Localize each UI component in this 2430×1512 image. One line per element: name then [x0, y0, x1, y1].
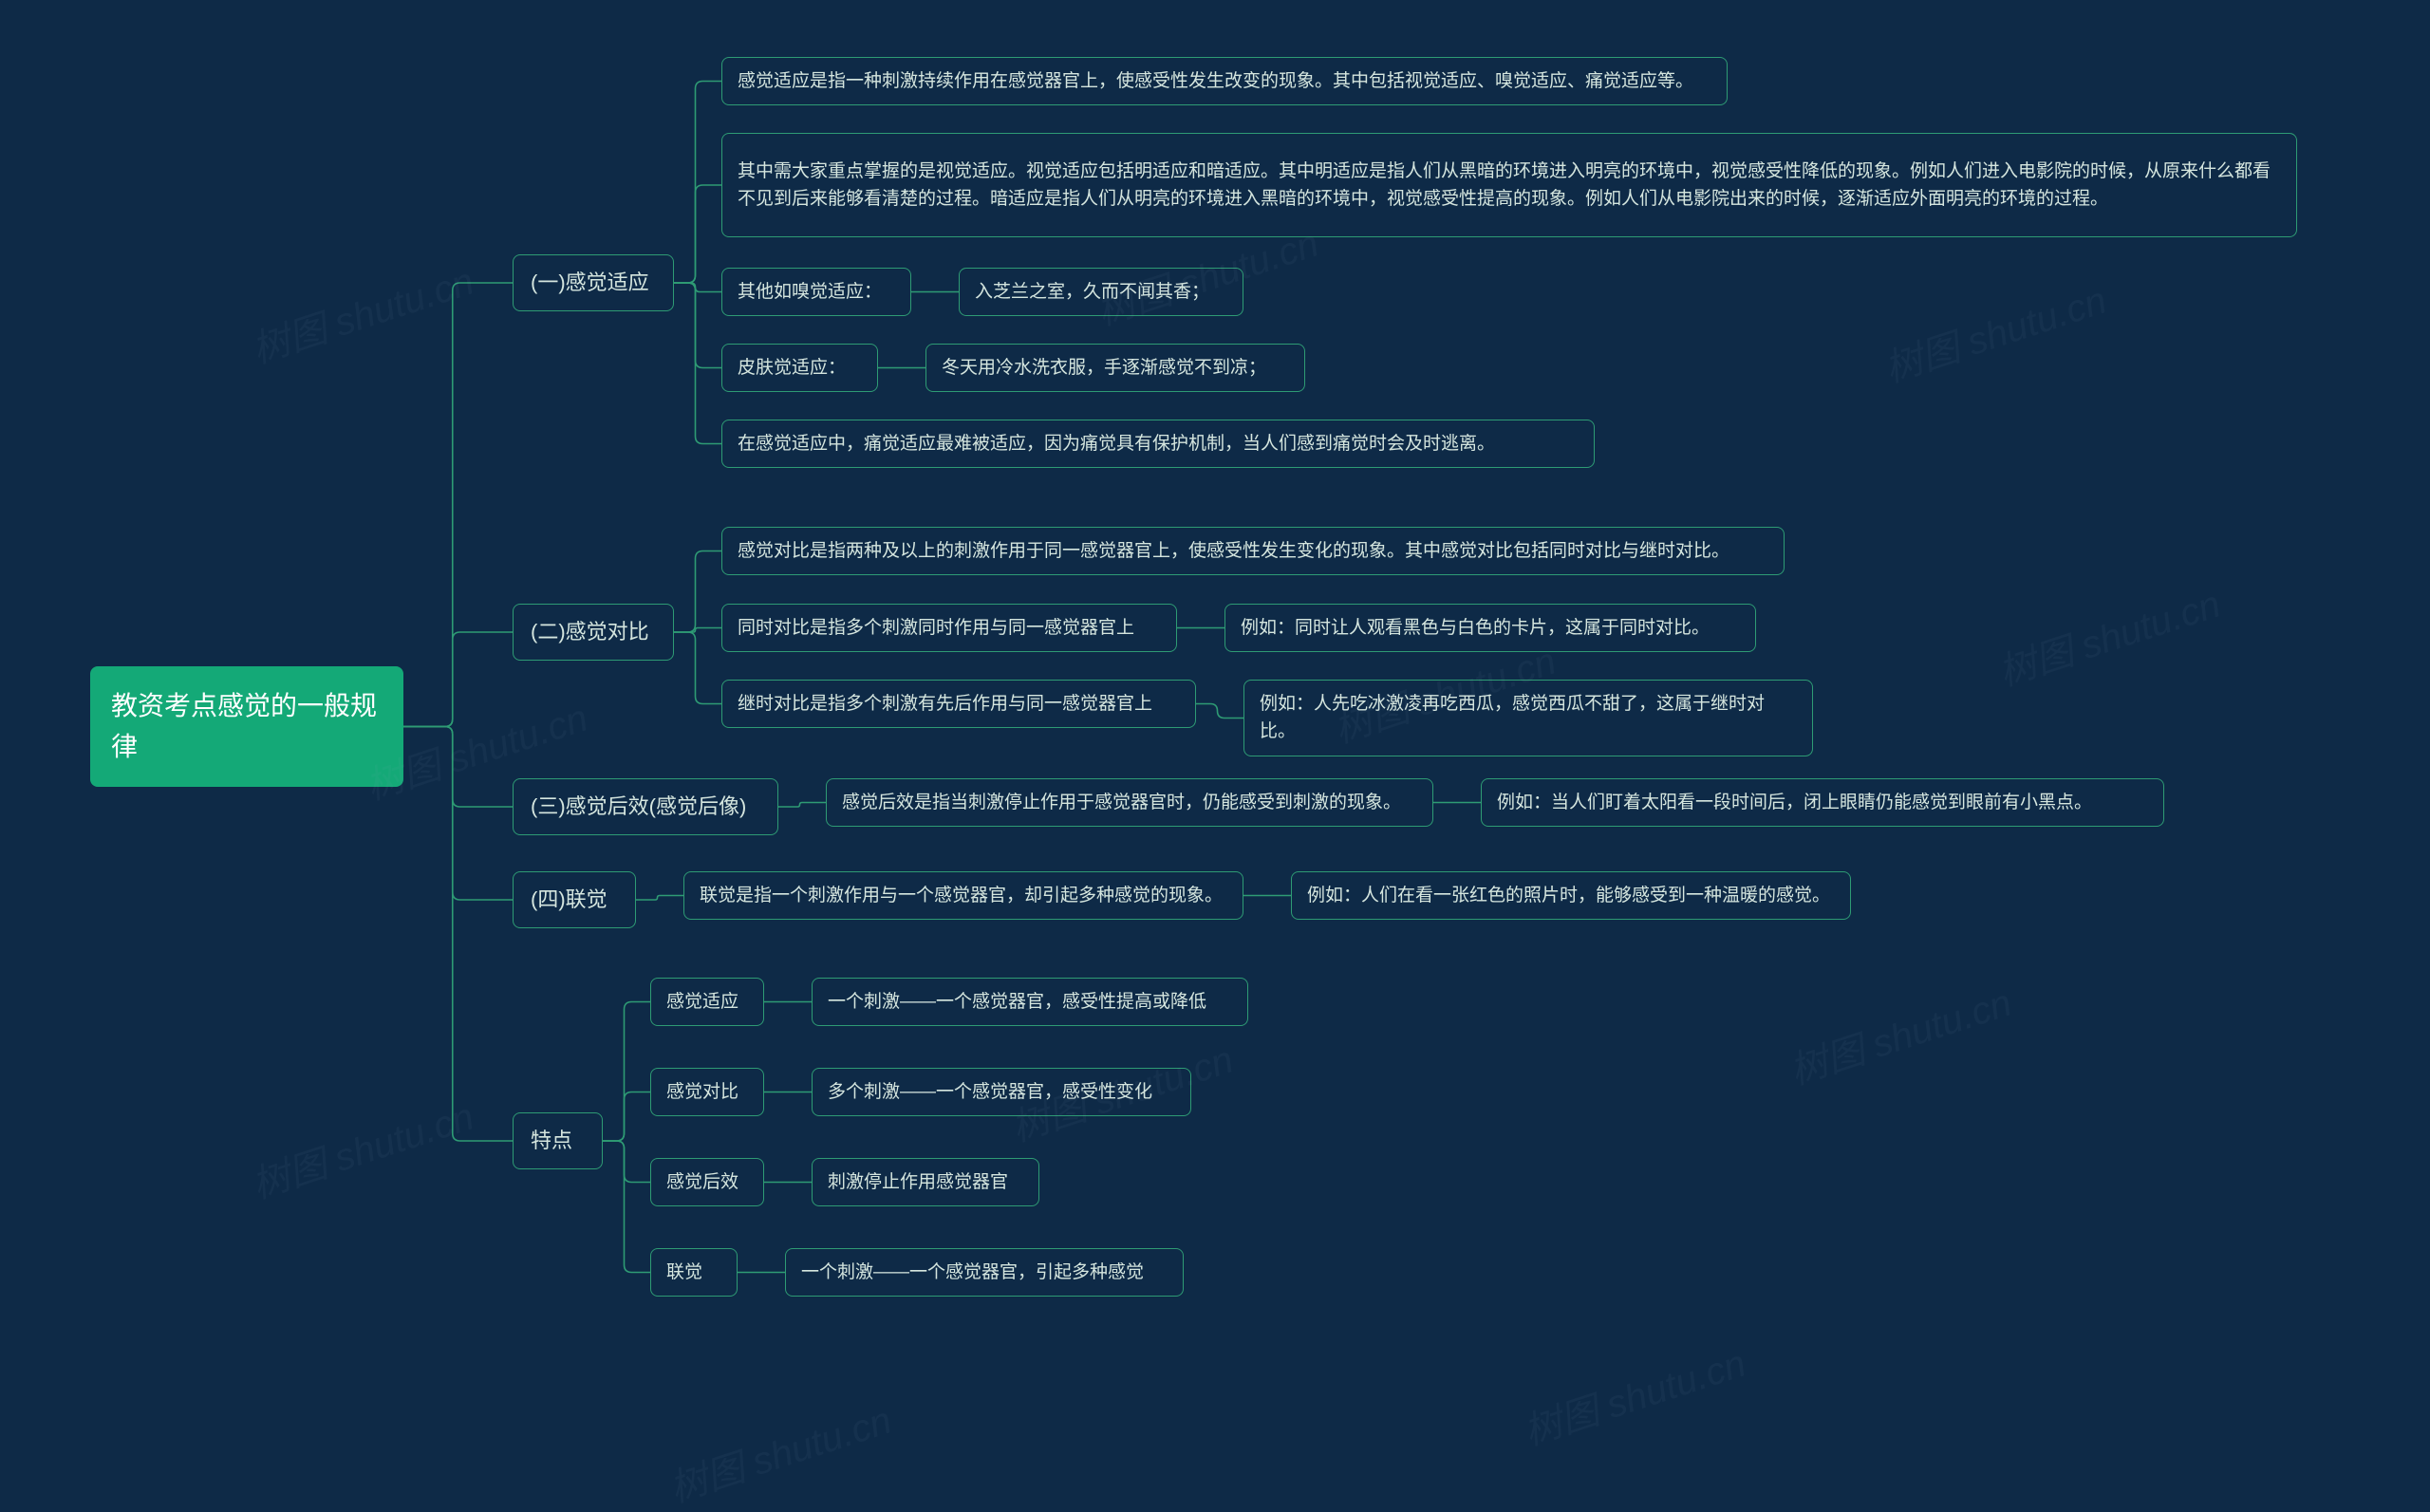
- branch-2: (二)感觉对比: [513, 604, 674, 661]
- node-b1c3a: 入芝兰之室，久而不闻其香；: [959, 268, 1243, 316]
- node-b2c1: 感觉对比是指两种及以上的刺激作用于同一感觉器官上，使感受性发生变化的现象。其中感…: [721, 527, 1785, 575]
- watermark: 树图 shutu.cn: [1991, 573, 2226, 697]
- node-b2c2a: 例如：同时让人观看黑色与白色的卡片，这属于同时对比。: [1224, 604, 1756, 652]
- node-b1c4: 皮肤觉适应：: [721, 344, 878, 392]
- node-b3c1: 感觉后效是指当刺激停止作用于感觉器官时，仍能感受到刺激的现象。: [826, 778, 1433, 827]
- branch-1: (一)感觉适应: [513, 254, 674, 311]
- node-b5c3a: 刺激停止作用感觉器官: [812, 1158, 1039, 1206]
- node-b2c3a: 例如：人先吃冰激凌再吃西瓜，感觉西瓜不甜了，这属于继时对比。: [1243, 680, 1813, 756]
- node-b5c2: 感觉对比: [650, 1068, 764, 1116]
- node-b5c4a: 一个刺激——一个感觉器官，引起多种感觉: [785, 1248, 1184, 1297]
- node-b5c4: 联觉: [650, 1248, 738, 1297]
- watermark: 树图 shutu.cn: [244, 1086, 479, 1209]
- node-b5c3: 感觉后效: [650, 1158, 764, 1206]
- branch-5: 特点: [513, 1112, 603, 1169]
- branch-4: (四)联觉: [513, 871, 636, 928]
- node-b5c1a: 一个刺激——一个感觉器官，感受性提高或降低: [812, 978, 1248, 1026]
- branch-3: (三)感觉后效(感觉后像): [513, 778, 778, 835]
- node-b3c1a: 例如：当人们盯着太阳看一段时间后，闭上眼睛仍能感觉到眼前有小黑点。: [1481, 778, 2164, 827]
- watermark: 树图 shutu.cn: [244, 251, 479, 374]
- watermark: 树图 shutu.cn: [662, 1390, 897, 1512]
- watermark: 树图 shutu.cn: [1877, 270, 2112, 393]
- watermark: 树图 shutu.cn: [1516, 1333, 1751, 1456]
- node-b4c1: 联觉是指一个刺激作用与一个感觉器官，却引起多种感觉的现象。: [683, 871, 1243, 920]
- node-b5c2a: 多个刺激——一个感觉器官，感受性变化: [812, 1068, 1191, 1116]
- node-b1c1: 感觉适应是指一种刺激持续作用在感觉器官上，使感受性发生改变的现象。其中包括视觉适…: [721, 57, 1728, 105]
- node-b5c1: 感觉适应: [650, 978, 764, 1026]
- node-b1c2: 其中需大家重点掌握的是视觉适应。视觉适应包括明适应和暗适应。其中明适应是指人们从…: [721, 133, 2297, 237]
- root-node: 教资考点感觉的一般规律: [90, 666, 403, 787]
- node-b2c2: 同时对比是指多个刺激同时作用与同一感觉器官上: [721, 604, 1177, 652]
- node-b1c4a: 冬天用冷水洗衣服，手逐渐感觉不到凉；: [925, 344, 1305, 392]
- node-b1c3: 其他如嗅觉适应：: [721, 268, 911, 316]
- watermark: 树图 shutu.cn: [1782, 972, 2017, 1095]
- node-b2c3: 继时对比是指多个刺激有先后作用与同一感觉器官上: [721, 680, 1196, 728]
- node-b4c1a: 例如：人们在看一张红色的照片时，能够感受到一种温暖的感觉。: [1291, 871, 1851, 920]
- node-b1c5: 在感觉适应中，痛觉适应最难被适应，因为痛觉具有保护机制，当人们感到痛觉时会及时逃…: [721, 420, 1595, 468]
- mindmap-canvas: 教资考点感觉的一般规律 (一)感觉适应 感觉适应是指一种刺激持续作用在感觉器官上…: [0, 0, 2430, 1512]
